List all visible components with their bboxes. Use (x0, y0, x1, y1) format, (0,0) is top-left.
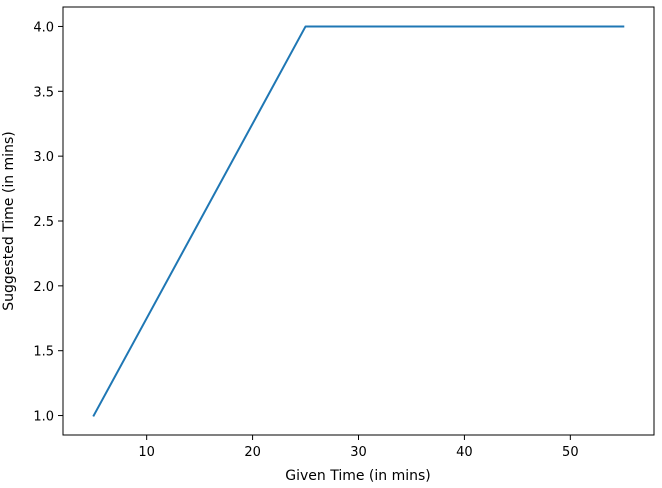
x-tick-label: 40 (456, 445, 473, 460)
x-tick-label: 30 (350, 445, 367, 460)
y-tick-label: 1.5 (33, 345, 54, 360)
x-tick-label: 20 (244, 445, 261, 460)
plot-area (63, 7, 654, 435)
y-axis-label: Suggested Time (in mins) (1, 131, 17, 310)
y-tick-label: 3.5 (33, 85, 54, 100)
x-tick-label: 10 (138, 445, 155, 460)
y-tick-label: 2.5 (33, 215, 54, 230)
y-tick-label: 3.0 (33, 150, 54, 165)
y-tick-label: 1.0 (33, 410, 54, 425)
y-axis-ticks: 1.0 1.5 2.0 2.5 3.0 3.5 4.0 (33, 20, 63, 425)
y-tick-label: 4.0 (33, 20, 54, 35)
series-line (92, 25, 625, 417)
x-axis-label: Given Time (in mins) (285, 468, 431, 484)
series-group (92, 25, 625, 417)
x-tick-label: 50 (562, 445, 579, 460)
x-axis-ticks: 10 20 30 40 50 (138, 435, 579, 460)
y-tick-label: 2.0 (33, 280, 54, 295)
